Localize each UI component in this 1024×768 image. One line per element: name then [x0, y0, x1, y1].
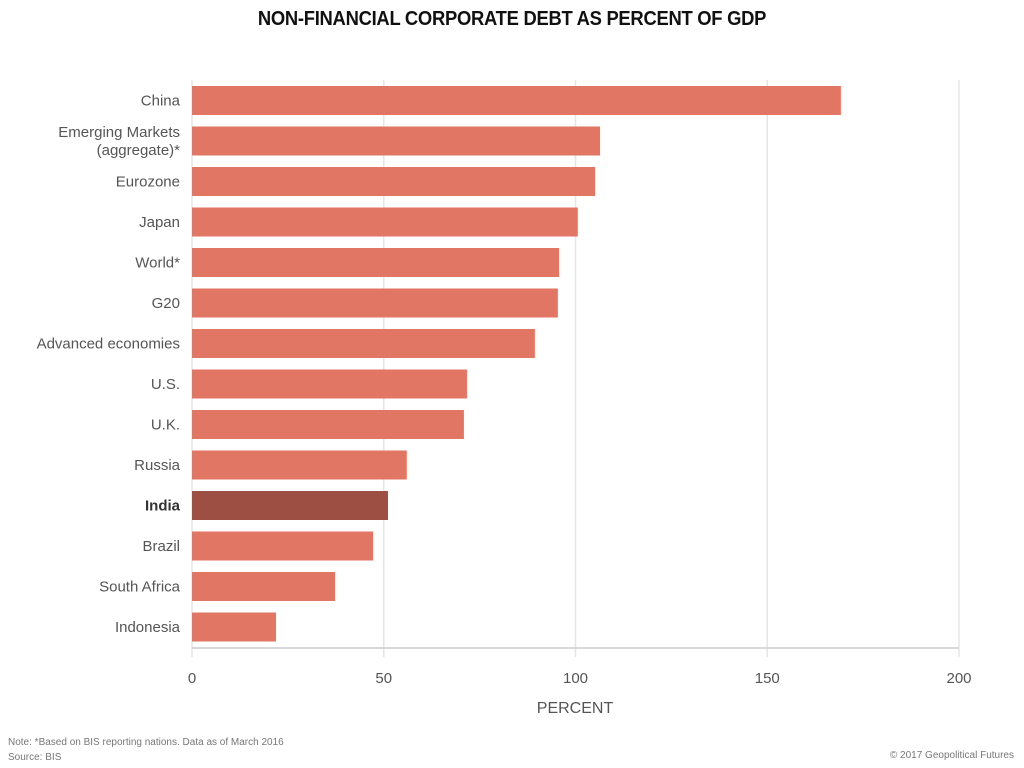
category-label: Brazil [142, 538, 180, 555]
category-label: U.K. [151, 417, 180, 434]
bar [192, 207, 578, 237]
category-label: Eurozone [116, 174, 180, 191]
category-label: Japan [139, 214, 180, 231]
category-label: China [141, 93, 181, 110]
bars [192, 86, 841, 642]
category-label: Advanced economies [37, 336, 180, 353]
bar [192, 86, 841, 115]
category-labels: China Emerging Markets (aggregate)* Eurozon… [37, 93, 181, 637]
category-label: Emerging Markets (aggregate)* [58, 124, 180, 159]
x-tick-label: 150 [755, 670, 780, 687]
footnote: Note: *Based on BIS reporting nations. D… [8, 737, 284, 748]
copyright-credit: © 2017 Geopolitical Futures [889, 750, 1014, 761]
x-tick-label: 100 [563, 670, 588, 687]
category-label: World* [135, 255, 180, 272]
footer-notes: Note: *Based on BIS reporting nations. D… [8, 735, 284, 765]
bar [192, 167, 596, 196]
category-label: Indonesia [115, 619, 181, 636]
bar [192, 369, 467, 399]
bar [192, 288, 558, 318]
category-label: U.S. [151, 376, 180, 393]
gridlines [191, 80, 960, 657]
bar [192, 572, 336, 601]
source-note: Source: BIS [8, 752, 62, 763]
chart-title: NON-FINANCIAL CORPORATE DEBT AS PERCENT … [257, 8, 767, 30]
x-tick-label: 200 [946, 670, 971, 687]
bar [192, 531, 374, 561]
bar [192, 329, 535, 358]
bar [192, 450, 407, 480]
category-label: G20 [152, 295, 180, 312]
x-tick-labels: 0 50 100 150 200 [188, 670, 972, 687]
x-axis-title: PERCENT [537, 700, 614, 717]
bar [192, 491, 388, 520]
x-tick-label: 50 [375, 670, 392, 687]
bar [192, 612, 276, 642]
category-label: South Africa [99, 579, 181, 596]
bar [192, 248, 560, 277]
category-label: India [145, 498, 181, 515]
x-tick-label: 0 [188, 670, 196, 687]
bar [192, 410, 464, 439]
bar [192, 126, 601, 156]
category-label: Russia [134, 457, 181, 474]
